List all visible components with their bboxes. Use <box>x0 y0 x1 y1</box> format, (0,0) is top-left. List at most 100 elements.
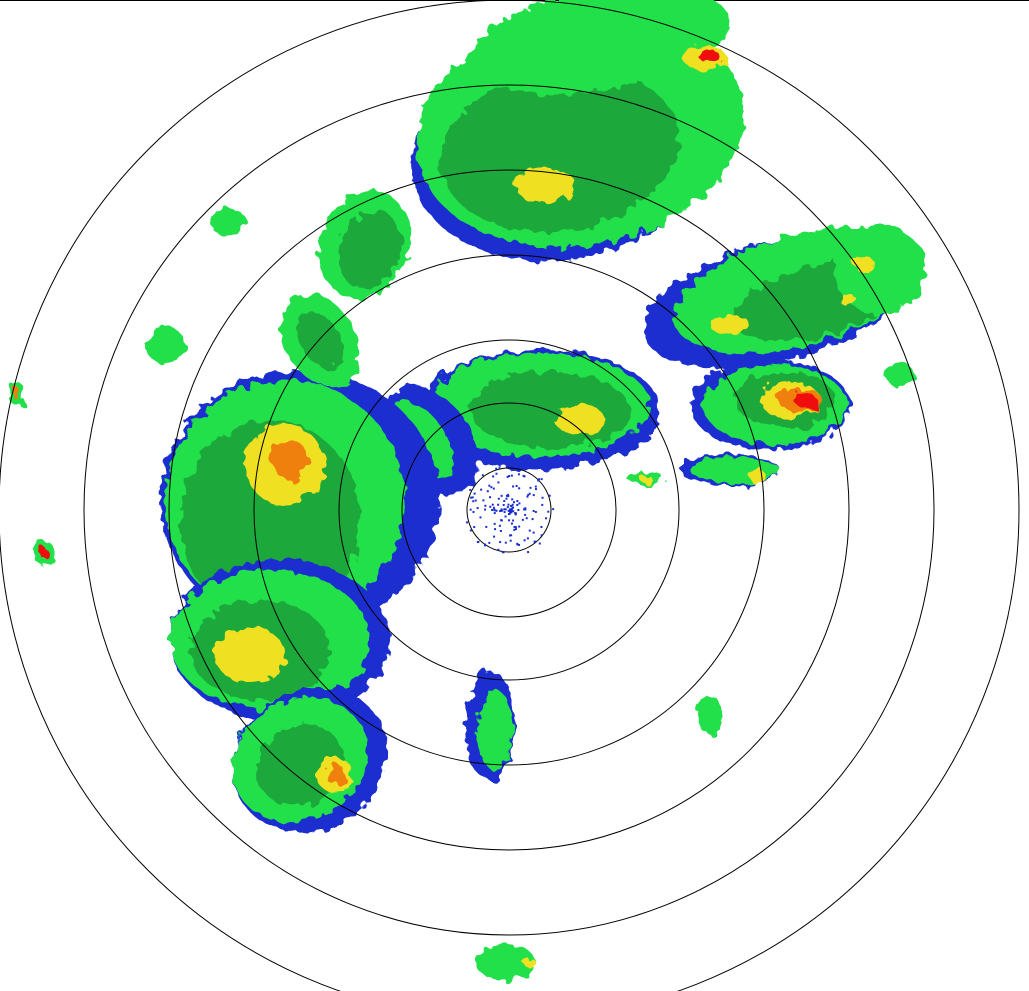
clutter-dot <box>494 523 496 525</box>
clutter-dot <box>527 551 529 553</box>
clutter-dot <box>489 496 491 498</box>
clutter-dot <box>533 532 535 534</box>
echo-heavy <box>855 257 875 273</box>
clutter-dot <box>506 495 508 497</box>
clutter-dot <box>485 526 487 528</box>
clutter-dot <box>505 498 507 500</box>
clutter-dot <box>492 504 494 506</box>
clutter-dot <box>503 504 505 506</box>
clutter-dot <box>511 475 513 477</box>
clutter-dot <box>524 539 526 541</box>
clutter-dot <box>535 488 537 490</box>
clutter-dot <box>470 497 472 499</box>
clutter-dot <box>503 500 505 502</box>
clutter-dot <box>512 519 514 521</box>
clutter-dot <box>516 469 518 471</box>
clutter-dot <box>487 490 489 492</box>
clutter-dot <box>495 473 497 475</box>
clutter-dot <box>516 504 518 506</box>
echo-extreme <box>40 548 48 558</box>
clutter-dot <box>493 509 495 511</box>
echo-heavy <box>639 474 651 482</box>
clutter-dot <box>513 501 515 503</box>
clutter-dot <box>497 504 499 506</box>
clutter-dot <box>505 515 507 517</box>
clutter-dot <box>477 541 479 543</box>
clutter-dot <box>508 519 510 521</box>
clutter-dot <box>516 500 518 502</box>
clutter-dot <box>518 526 520 528</box>
echo-heavy <box>524 958 536 968</box>
clutter-dot <box>475 499 477 501</box>
clutter-dot <box>518 502 520 504</box>
clutter-dot <box>549 495 551 497</box>
clutter-dot <box>472 511 474 513</box>
clutter-dot <box>495 468 497 470</box>
clutter-dot <box>474 493 476 495</box>
clutter-dot <box>500 519 502 521</box>
clutter-dot <box>511 498 513 500</box>
clutter-dot <box>482 474 484 476</box>
clutter-dot <box>518 473 520 475</box>
clutter-dot <box>527 537 529 539</box>
clutter-dot <box>494 512 496 514</box>
echo-intense <box>326 765 346 785</box>
clutter-dot <box>473 526 475 528</box>
clutter-dot <box>524 475 526 477</box>
clutter-dot <box>480 489 482 491</box>
clutter-dot <box>504 511 506 513</box>
clutter-dot <box>512 507 514 509</box>
clutter-dot <box>540 526 542 528</box>
echo-moderate-light <box>210 208 246 236</box>
clutter-dot <box>524 507 526 509</box>
echo-moderate-light <box>145 327 185 363</box>
clutter-dot <box>503 551 505 553</box>
clutter-dot <box>507 506 509 508</box>
clutter-dot <box>479 516 481 518</box>
clutter-dot <box>532 518 534 520</box>
clutter-dot <box>499 541 501 543</box>
clutter-dot <box>507 476 509 478</box>
clutter-dot <box>529 530 531 532</box>
clutter-dot <box>541 504 543 506</box>
clutter-dot <box>484 509 486 511</box>
clutter-dot <box>535 486 537 488</box>
clutter-dot <box>511 523 513 525</box>
clutter-dot <box>482 499 484 501</box>
clutter-dot <box>497 549 499 551</box>
echo-moderate <box>470 372 630 448</box>
clutter-dot <box>534 541 536 543</box>
clutter-dot <box>510 505 512 507</box>
clutter-dot <box>493 536 495 538</box>
clutter-dot <box>484 544 486 546</box>
clutter-dot <box>510 540 512 542</box>
echo-heavy <box>215 627 285 683</box>
clutter-dot <box>497 481 499 483</box>
clutter-dot <box>552 508 554 510</box>
clutter-dot <box>499 525 501 527</box>
clutter-dot <box>466 521 468 523</box>
clutter-dot <box>515 528 517 530</box>
clutter-dot <box>493 488 495 490</box>
clutter-dot <box>509 535 511 537</box>
clutter-dot <box>517 509 519 511</box>
clutter-dot <box>518 487 520 489</box>
echo-intense <box>272 440 308 480</box>
clutter-dot <box>494 528 496 530</box>
clutter-dot <box>542 497 544 499</box>
clutter-dot <box>516 485 518 487</box>
clutter-dot <box>541 478 543 480</box>
clutter-dot <box>477 507 479 509</box>
echo-heavy <box>710 315 750 335</box>
clutter-dot <box>490 486 492 488</box>
clutter-dot <box>547 511 549 513</box>
clutter-dot <box>469 489 471 491</box>
clutter-dot <box>512 510 514 512</box>
clutter-dot <box>516 543 518 545</box>
clutter-dot <box>505 508 507 510</box>
clutter-dot <box>522 519 524 521</box>
clutter-dot <box>541 534 543 536</box>
clutter-dot <box>489 506 491 508</box>
clutter-dot <box>513 529 515 531</box>
